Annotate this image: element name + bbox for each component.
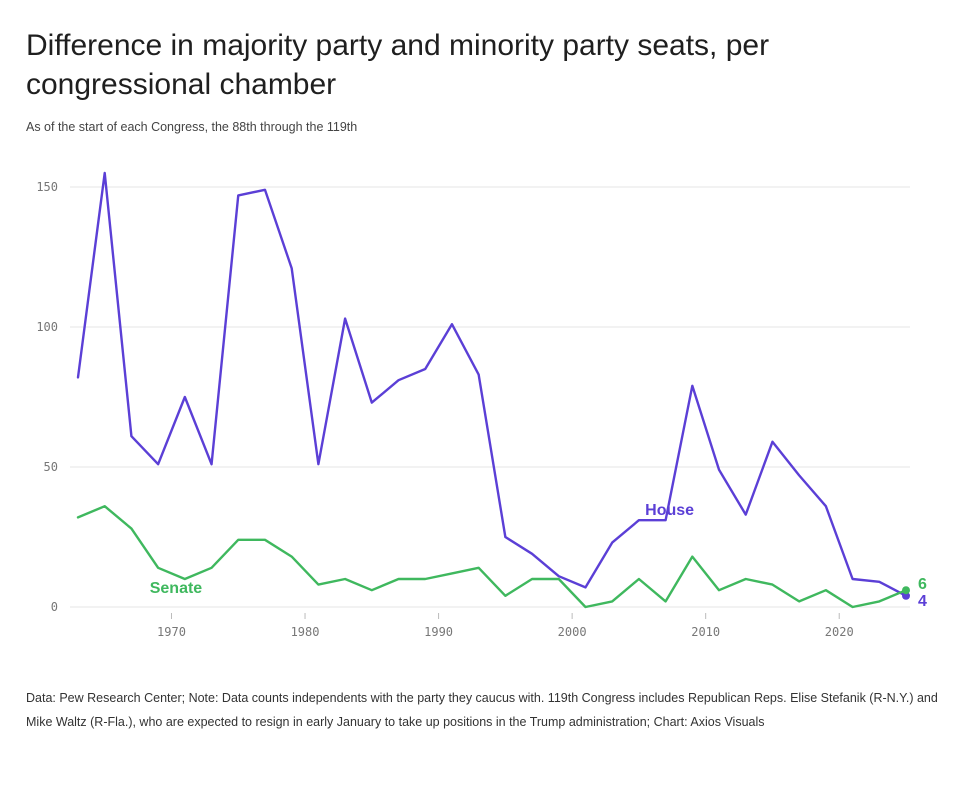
senate-point	[503, 593, 508, 598]
house-point	[369, 400, 374, 405]
house-point	[743, 512, 748, 517]
house-point	[850, 577, 855, 582]
grid-lines	[70, 186, 910, 608]
house-point	[76, 375, 81, 380]
senate-point	[690, 554, 695, 559]
house-line	[76, 171, 908, 597]
house-point	[289, 266, 294, 271]
series-lines	[76, 171, 910, 610]
house-point	[209, 462, 214, 467]
house-point	[262, 187, 267, 192]
senate-point	[236, 537, 241, 542]
house-point	[797, 473, 802, 478]
chart-subtitle: As of the start of each Congress, the 88…	[26, 120, 358, 134]
x-tick-label-1980: 1980	[291, 625, 320, 639]
senate-point	[316, 582, 321, 587]
source-note: Data: Pew Research Center; Note: Data co…	[26, 691, 938, 729]
y-tick-label-50: 50	[44, 460, 58, 474]
senate-point	[343, 577, 348, 582]
senate-point	[823, 588, 828, 593]
x-tick-label-2010: 2010	[691, 625, 720, 639]
senate-end-value: 6	[918, 576, 927, 593]
senate-point	[262, 537, 267, 542]
senate-point	[476, 565, 481, 570]
house-point	[156, 462, 161, 467]
senate-point	[663, 599, 668, 604]
house-series-label: House	[645, 502, 694, 519]
senate-point	[556, 577, 561, 582]
house-point	[476, 372, 481, 377]
x-tick-label-1990: 1990	[424, 625, 453, 639]
senate-point	[717, 588, 722, 593]
senate-point	[423, 577, 428, 582]
house-point	[610, 540, 615, 545]
senate-point	[129, 526, 134, 531]
house-point	[396, 378, 401, 383]
senate-point	[850, 605, 855, 610]
senate-series-label: Senate	[150, 580, 203, 597]
house-point	[530, 551, 535, 556]
senate-point	[76, 515, 81, 520]
senate-point	[743, 577, 748, 582]
senate-point	[289, 554, 294, 559]
x-tick-label-1970: 1970	[157, 625, 186, 639]
senate-point	[583, 605, 588, 610]
house-point	[236, 193, 241, 198]
house-point	[316, 462, 321, 467]
house-point	[423, 367, 428, 372]
house-point	[877, 579, 882, 584]
house-point	[503, 535, 508, 540]
house-point	[823, 504, 828, 509]
senate-point	[369, 588, 374, 593]
y-tick-label-0: 0	[51, 600, 58, 614]
house-end-marker	[902, 591, 910, 600]
house-end-value: 4	[918, 593, 927, 610]
house-point	[102, 171, 107, 176]
senate-point	[396, 577, 401, 582]
house-point	[343, 316, 348, 321]
house-point	[129, 434, 134, 439]
line-chart: 0 50 100 150 1970 1980 1990 2000 2010 2020 House…	[36, 171, 927, 639]
y-axis-ticks: 0 50 100 150	[36, 180, 58, 614]
house-point	[770, 439, 775, 444]
house-point	[690, 383, 695, 388]
house-point	[636, 518, 641, 523]
senate-point	[797, 599, 802, 604]
series-labels: House Senate 64	[150, 502, 927, 610]
x-tick-label-2000: 2000	[558, 625, 587, 639]
senate-line	[76, 505, 908, 609]
x-tick-label-2020: 2020	[825, 625, 854, 639]
senate-point	[102, 504, 107, 509]
senate-point	[610, 599, 615, 604]
senate-point	[770, 582, 775, 587]
house-point	[449, 322, 454, 327]
senate-point	[156, 565, 161, 570]
senate-point	[877, 599, 882, 604]
house-point	[717, 467, 722, 472]
senate-point	[530, 577, 535, 582]
y-tick-label-100: 100	[36, 320, 58, 334]
chart-title: Difference in majority party and minorit…	[26, 29, 770, 101]
senate-point	[209, 565, 214, 570]
senate-end-marker	[902, 586, 910, 595]
house-point	[182, 395, 187, 400]
house-point	[583, 585, 588, 590]
senate-point	[636, 577, 641, 582]
senate-point	[449, 571, 454, 576]
x-axis-ticks: 1970 1980 1990 2000 2010 2020	[157, 613, 854, 639]
y-tick-label-150: 150	[36, 180, 58, 194]
